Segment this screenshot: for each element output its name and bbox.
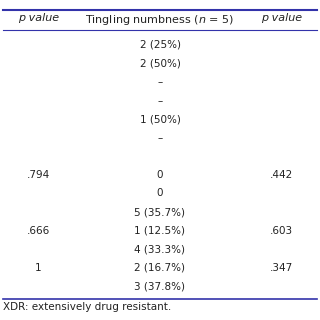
Text: –: – [157, 133, 163, 143]
Text: .603: .603 [270, 226, 293, 236]
Text: 3 (37.8%): 3 (37.8%) [134, 281, 186, 291]
Text: .794: .794 [27, 170, 50, 180]
Text: 0: 0 [157, 188, 163, 198]
Text: 5 (35.7%): 5 (35.7%) [134, 207, 186, 217]
Text: .666: .666 [27, 226, 50, 236]
Text: 1 (12.5%): 1 (12.5%) [134, 226, 186, 236]
Text: p value: p value [18, 13, 59, 23]
Text: 2 (16.7%): 2 (16.7%) [134, 263, 186, 273]
Text: 1 (50%): 1 (50%) [140, 114, 180, 124]
Text: 4 (33.3%): 4 (33.3%) [134, 244, 186, 254]
Text: 1: 1 [35, 263, 42, 273]
Text: 0: 0 [157, 170, 163, 180]
Text: 2 (25%): 2 (25%) [140, 40, 180, 50]
Text: .442: .442 [270, 170, 293, 180]
Text: 2 (50%): 2 (50%) [140, 59, 180, 68]
Text: –: – [157, 96, 163, 106]
Text: XDR: extensively drug resistant.: XDR: extensively drug resistant. [3, 302, 172, 312]
Text: p value: p value [261, 13, 302, 23]
Text: Tingling numbness ($n$ = 5): Tingling numbness ($n$ = 5) [85, 13, 235, 27]
Text: –: – [157, 77, 163, 87]
Text: .347: .347 [270, 263, 293, 273]
